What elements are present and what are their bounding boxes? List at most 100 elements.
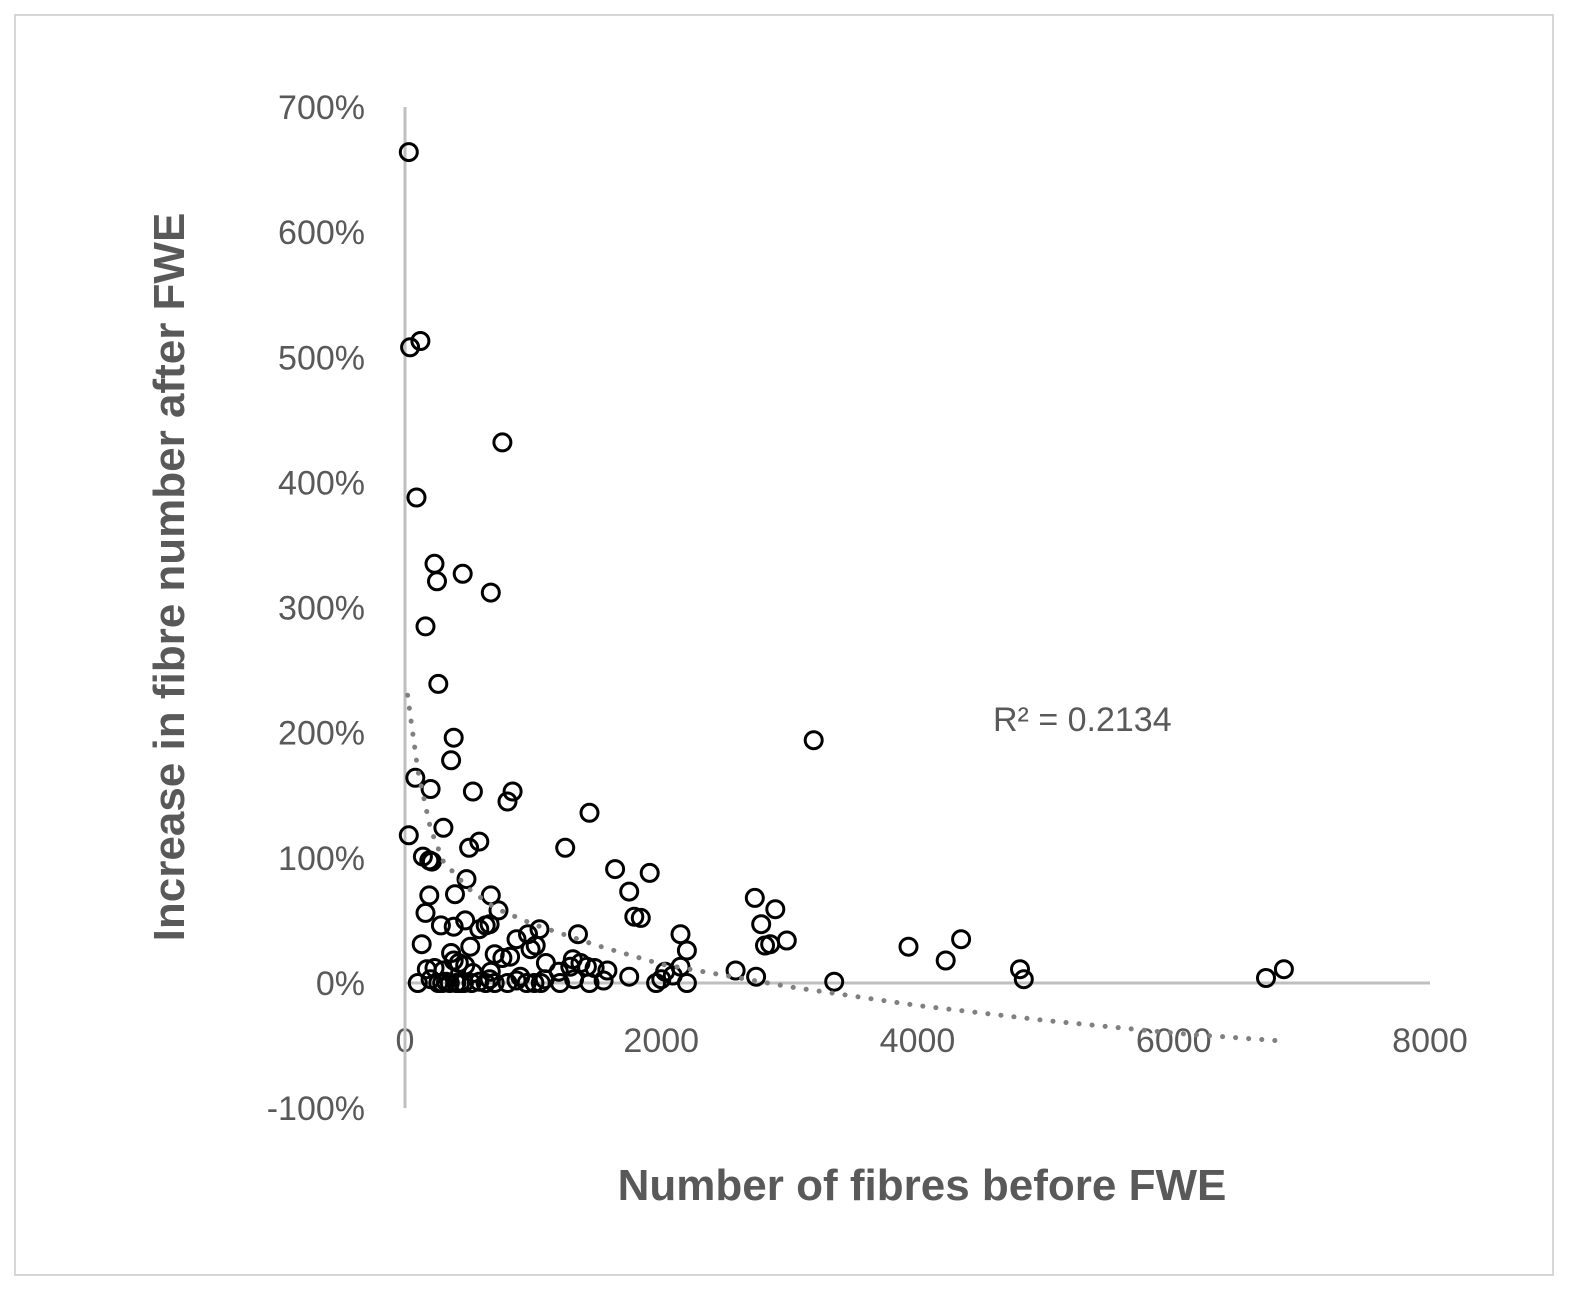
data-point bbox=[407, 973, 428, 993]
y-tick-label: 100% bbox=[278, 840, 365, 878]
data-point bbox=[516, 973, 537, 993]
data-point bbox=[765, 899, 786, 920]
data-point bbox=[479, 914, 500, 935]
data-point bbox=[550, 973, 570, 993]
trendline bbox=[405, 692, 1279, 1044]
data-points bbox=[398, 142, 1294, 993]
x-tick-label: 4000 bbox=[880, 1022, 956, 1060]
data-point bbox=[430, 915, 451, 936]
data-point bbox=[524, 973, 545, 993]
data-point bbox=[593, 970, 614, 991]
y-tick-label: 300% bbox=[278, 590, 365, 628]
data-point bbox=[461, 973, 482, 993]
data-point bbox=[415, 616, 436, 637]
x-tick-label: 2000 bbox=[623, 1022, 699, 1060]
data-point bbox=[492, 432, 513, 453]
data-point bbox=[676, 940, 697, 961]
data-point bbox=[484, 973, 505, 993]
data-point bbox=[488, 900, 509, 921]
data-point bbox=[419, 885, 440, 906]
data-point bbox=[502, 781, 523, 802]
data-point bbox=[555, 837, 576, 858]
data-point bbox=[456, 869, 477, 890]
data-point bbox=[452, 563, 473, 584]
data-point bbox=[415, 902, 436, 923]
data-point bbox=[605, 859, 626, 880]
data-point bbox=[1010, 959, 1030, 980]
data-point bbox=[568, 924, 588, 945]
data-point bbox=[951, 929, 972, 950]
data-point bbox=[427, 571, 447, 592]
data-point bbox=[497, 791, 518, 812]
data-point bbox=[824, 971, 845, 992]
data-point bbox=[462, 781, 483, 802]
data-point bbox=[469, 831, 490, 852]
data-point bbox=[579, 973, 600, 993]
y-tick-label: 200% bbox=[278, 715, 365, 753]
data-point bbox=[455, 910, 476, 931]
data-point bbox=[506, 929, 527, 950]
data-point bbox=[670, 924, 691, 945]
data-point bbox=[651, 969, 672, 990]
data-point bbox=[410, 331, 431, 351]
data-point bbox=[619, 881, 640, 902]
data-point bbox=[441, 750, 462, 771]
data-point bbox=[398, 825, 419, 846]
x-tick-label: 8000 bbox=[1392, 1022, 1468, 1060]
data-point bbox=[421, 851, 442, 872]
data-point bbox=[400, 337, 421, 358]
data-point bbox=[433, 817, 454, 838]
data-point bbox=[443, 916, 464, 937]
data-point bbox=[579, 802, 600, 823]
data-point bbox=[406, 487, 427, 508]
data-point bbox=[639, 862, 660, 883]
data-point bbox=[492, 948, 513, 968]
y-tick-label: 700% bbox=[278, 89, 365, 127]
data-point bbox=[898, 936, 919, 957]
data-point bbox=[420, 779, 441, 799]
data-point bbox=[776, 930, 797, 951]
data-point bbox=[597, 960, 618, 981]
data-point bbox=[480, 961, 501, 982]
data-point bbox=[428, 673, 449, 694]
data-point bbox=[405, 767, 426, 788]
data-point bbox=[424, 553, 445, 574]
data-point bbox=[398, 142, 419, 163]
y-axis-tick-labels: -100% 0% 100% 200% 300% 400% 500% 600% 700% bbox=[267, 89, 365, 1128]
y-tick-label: 600% bbox=[278, 214, 365, 252]
data-point bbox=[619, 966, 640, 987]
data-point bbox=[1273, 959, 1294, 980]
data-point bbox=[479, 969, 500, 990]
data-point bbox=[525, 935, 546, 956]
data-point bbox=[500, 946, 521, 967]
x-tick-label: 6000 bbox=[1136, 1022, 1212, 1060]
data-point bbox=[411, 934, 432, 955]
data-point bbox=[676, 973, 697, 993]
data-point bbox=[935, 950, 956, 971]
y-axis-title: Increase in fibre number after FWE bbox=[145, 213, 194, 942]
data-point bbox=[630, 907, 651, 928]
data-point bbox=[445, 884, 465, 905]
data-point bbox=[725, 960, 746, 981]
y-tick-label: 0% bbox=[316, 965, 365, 1003]
data-point bbox=[530, 973, 551, 993]
y-tick-label: 400% bbox=[278, 464, 365, 502]
data-point bbox=[443, 727, 464, 748]
y-tick-label: -100% bbox=[267, 1090, 365, 1128]
y-tick-label: 500% bbox=[278, 339, 365, 377]
data-point bbox=[475, 973, 496, 993]
data-point bbox=[751, 914, 772, 935]
data-point bbox=[1013, 969, 1034, 990]
r-squared-label: R² = 0.2134 bbox=[993, 701, 1172, 739]
x-axis-tick-labels: 02000400060008000 bbox=[396, 1022, 1468, 1060]
data-point bbox=[439, 973, 460, 993]
data-point bbox=[460, 936, 481, 957]
data-point bbox=[744, 887, 765, 908]
x-axis-title: Number of fibres before FWE bbox=[618, 1161, 1227, 1210]
data-point bbox=[803, 730, 824, 751]
data-point bbox=[480, 582, 501, 603]
data-point bbox=[746, 966, 767, 987]
data-point bbox=[1256, 968, 1276, 988]
chart-frame bbox=[14, 14, 1554, 1276]
